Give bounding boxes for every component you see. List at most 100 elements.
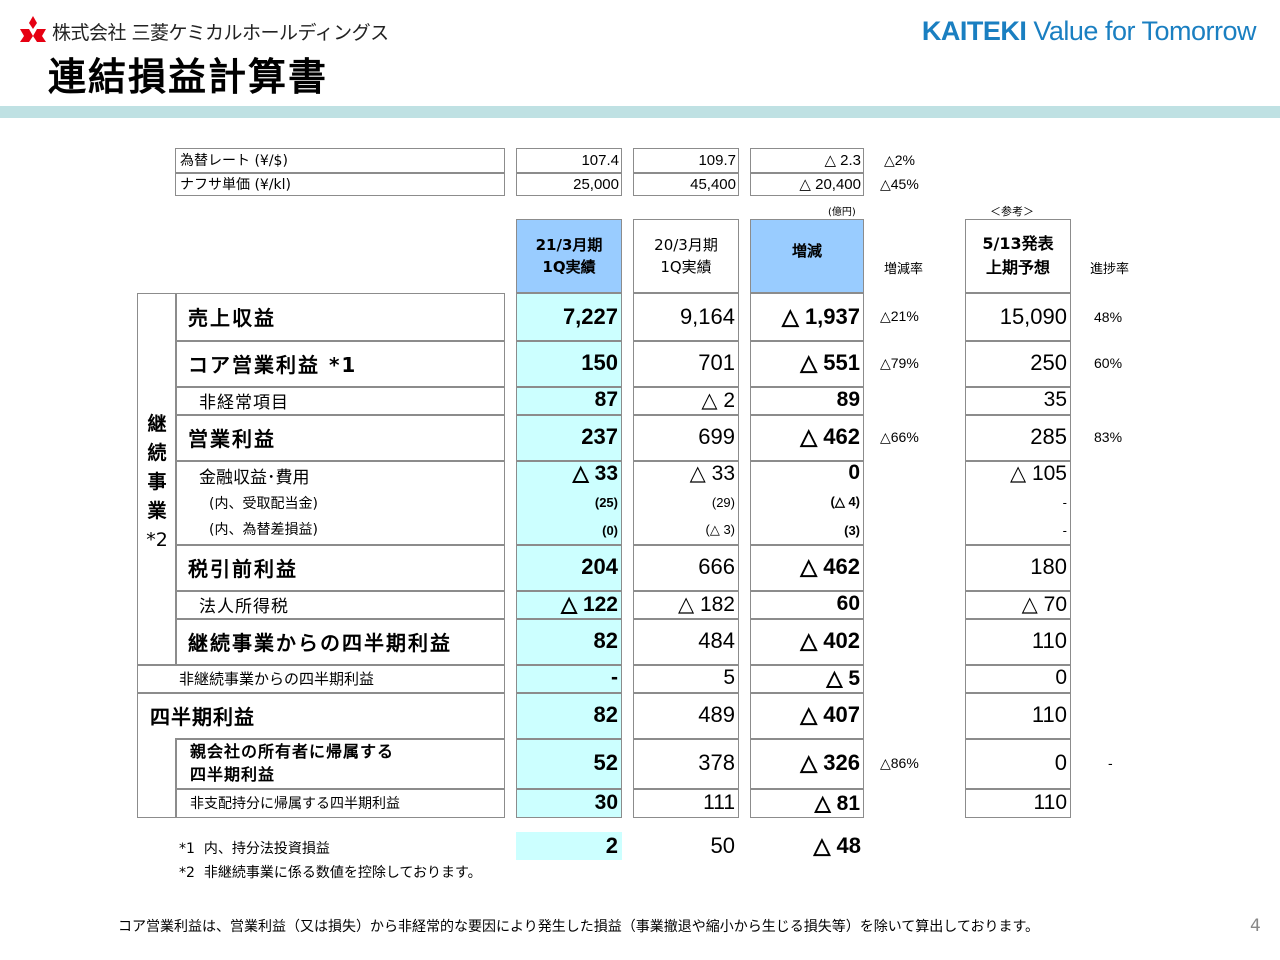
cell-progress: 60% [1094,355,1123,371]
col-header-current-line2: 1Q実績 [542,258,596,276]
row-divider [750,386,864,388]
cell-prev: 699 [698,424,735,449]
cell-forecast: 15,090 [999,303,1067,329]
side-char: *2 [146,529,168,551]
footer-note: コア営業利益は、営業利益（又は損失）から非経常的な要因により発生した損益（事業撤… [118,919,1040,935]
company-name: 株式会社 三菱ケミカルホールディングス [52,22,389,44]
col-header-forecast-line1: 5/13発表 [982,234,1054,253]
row-label-owners-line2: 四半期利益 [190,765,276,784]
row-divider [633,414,739,416]
cell-progress: 83% [1094,429,1123,445]
cell-cur: 204 [581,554,618,579]
cell-diff: 60 [836,592,860,615]
slogan: KAITEKI Value for Tomorrow [922,16,1257,47]
side-char: 事 [147,471,167,493]
cell-diff: △ 407 [800,702,860,727]
cell-cur: 237 [581,424,618,449]
row-divider [965,590,1071,592]
row-divider [633,590,739,592]
cell-cur: 52 [593,750,618,775]
cell-cur: (25) [594,494,618,510]
row-label-owners-profit: 親会社の所有者に帰属する 四半期利益 [190,740,394,786]
cell-rate: △21% [880,308,919,324]
cell-forecast: - [1062,522,1067,538]
market-naphtha-diff: △ 20,400 [799,176,861,193]
cell-forecast: 0 [1054,750,1067,775]
market-fx-prev: 109.7 [698,151,736,169]
cell-progress: - [1108,755,1113,771]
row-label-finance: 金融収益･費用 [199,467,310,488]
col-header-previous-line1: 20/3月期 [654,236,718,254]
note2-text: 非継続事業に係る数値を控除しております。 [203,865,482,881]
col-header-current: 21/3月期 1Q実績 [516,219,622,293]
cell-forecast: 110 [1031,628,1067,653]
cell-cur: 82 [593,702,618,727]
row-divider [750,664,864,666]
row-label-owners-line1: 親会社の所有者に帰属する [190,742,395,761]
cell-cur: 87 [594,388,618,411]
row-divider [516,386,622,388]
row-divider [516,544,622,546]
side-char: 続 [147,442,167,464]
col-current [516,293,622,818]
col-header-forecast-line2: 上期予想 [985,258,1050,277]
unit-label: (億円) [828,207,856,218]
row-label-nci-profit: 非支配持分に帰属する四半期利益 [190,796,400,812]
row-label-quarterly-profit: 四半期利益 [150,704,255,729]
market-naphtha-rate: △45% [880,175,919,192]
note1-current-bg [516,832,622,860]
row-divider [965,544,1071,546]
cell-cur: 7,227 [562,303,618,329]
cell-diff: △ 81 [814,791,860,815]
col-previous [633,293,739,818]
cell-diff: △ 462 [800,554,860,579]
cell-cur: (0) [602,522,618,538]
col-diff [750,293,864,818]
row-divider [516,738,622,740]
cell-prev: △ 182 [677,592,735,616]
page-title: 連結損益計算書 [48,55,329,99]
row-divider [633,386,739,388]
cell-diff: 0 [848,461,860,484]
row-divider [965,618,1071,620]
cell-prev: △ 2 [701,388,735,412]
row-divider [965,340,1071,342]
cell-forecast: 250 [1030,350,1067,375]
market-naphtha-cur: 25,000 [573,175,619,193]
cell-progress: 48% [1094,308,1123,325]
note1-text: 内、持分法投資損益 [203,841,330,857]
cell-forecast: △ 70 [1021,592,1067,616]
row-divider [516,414,622,416]
market-label-fx: 為替レート (¥/$) [180,153,288,169]
cell-prev: 484 [698,628,735,653]
row-divider [965,386,1071,388]
cell-diff: 89 [836,388,860,411]
col-header-progress: 進捗率 [1090,262,1130,277]
row-label-revenue: 売上収益 [188,306,276,330]
col-header-forecast: 5/13発表 上期予想 [965,219,1071,293]
note2: *2 非継続事業に係る数値を控除しております。 [179,862,482,882]
note1: *1 内、持分法投資損益 [179,838,330,858]
cell-cur: 150 [581,350,618,375]
row-divider [633,692,739,694]
row-divider [516,460,622,462]
side-label-continuing: 継 続 事 業 *2 [140,410,174,555]
cell-diff: △ 462 [800,424,860,449]
row-divider [750,788,864,790]
market-fx-diff: △ 2.3 [824,152,861,169]
row-divider [965,788,1071,790]
side-char: 継 [147,413,167,435]
cell-forecast: 285 [1030,424,1067,449]
row-label-continuing-profit: 継続事業からの四半期利益 [188,630,452,655]
cell-forecast: 0 [1055,666,1067,689]
cell-prev: △ 33 [689,462,735,485]
cell-prev: 378 [698,750,735,775]
cell-prev: (29) [711,494,735,510]
col-header-current-line1: 21/3月期 [535,236,603,254]
row-divider [750,618,864,620]
cell-prev: 5 [723,666,735,689]
cell-diff: △ 326 [800,750,860,775]
col-header-rate: 増減率 [884,262,924,277]
col-header-previous-line2: 1Q実績 [660,258,712,276]
market-label-naphtha: ナフサ単価 (¥/kl) [180,177,291,193]
